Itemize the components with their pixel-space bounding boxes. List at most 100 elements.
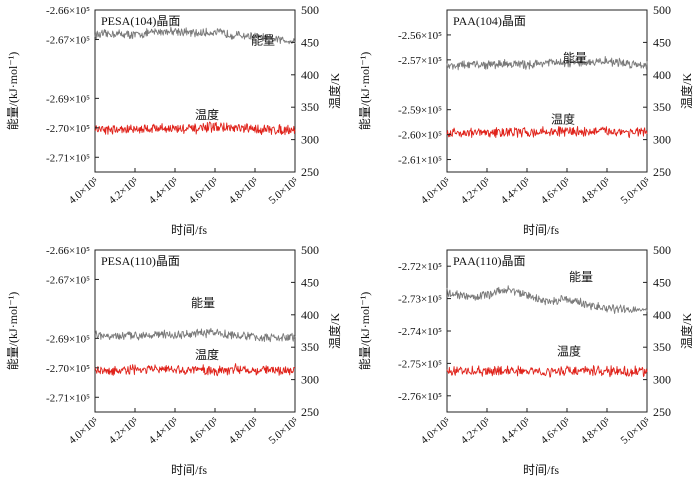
y-tick-label-left: -2.69×10⁵ xyxy=(46,333,90,345)
x-tick-label: 5.0×10⁵ xyxy=(267,415,301,447)
y-axis-title-left: 能量/(kJ·mol⁻¹) xyxy=(358,292,372,371)
y-tick-label-left: -2.69×10⁵ xyxy=(46,93,90,105)
chart-panel-1: -2.66×10⁵ -2.67×10⁵ -2.69×10⁵ -2.70×10⁵ -2.7… xyxy=(6,3,342,237)
x-tick-label: 5.0×10⁵ xyxy=(267,175,301,207)
x-tick-label: 4.8×10⁵ xyxy=(227,175,261,207)
y-tick-label-right: 450 xyxy=(301,275,319,289)
y-tick-label-left: -2.56×10⁵ xyxy=(398,30,442,42)
y-axis-title-right: 温度/K xyxy=(679,313,694,349)
series-line-energy xyxy=(446,285,648,314)
x-tick-label: 4.0×10⁵ xyxy=(419,415,453,447)
y-tick-label-left: -2.70×10⁵ xyxy=(46,363,90,375)
x-tick-label: 4.4×10⁵ xyxy=(499,415,533,447)
x-axis-title: 时间/fs xyxy=(523,463,559,477)
series-line-temperature xyxy=(446,365,648,378)
y-tick-label-left: -2.76×10⁵ xyxy=(398,391,442,403)
series-line-temperature xyxy=(94,363,296,377)
series-line-energy xyxy=(446,55,648,71)
x-tick-label: 4.0×10⁵ xyxy=(419,175,453,207)
y-tick-label-right: 400 xyxy=(301,68,319,82)
x-tick-label: 4.2×10⁵ xyxy=(459,175,493,207)
x-tick-label: 4.4×10⁵ xyxy=(499,175,533,207)
series-line-energy xyxy=(94,26,296,45)
x-axis-title: 时间/fs xyxy=(171,463,207,477)
y-tick-label-left: -2.61×10⁵ xyxy=(398,155,442,167)
y-axis-title-right: 温度/K xyxy=(327,313,342,349)
y-tick-label-right: 400 xyxy=(301,308,319,322)
panel-title: PAA(104)晶面 xyxy=(453,14,526,28)
y-tick-label-left: -2.66×10⁵ xyxy=(46,5,90,17)
x-tick-label: 4.4×10⁵ xyxy=(147,175,181,207)
y-tick-label-right: 300 xyxy=(653,133,671,147)
series-line-energy xyxy=(94,327,296,343)
y-tick-label-right: 400 xyxy=(653,68,671,82)
series-annotation-energy: 能量 xyxy=(251,33,275,47)
series-annotation-energy: 能量 xyxy=(569,270,593,284)
series-annotation-energy: 能量 xyxy=(191,296,215,310)
x-tick-label: 4.6×10⁵ xyxy=(539,415,573,447)
series-line-temperature xyxy=(94,121,296,136)
y-tick-label-right: 250 xyxy=(301,405,319,419)
series-annotation-temperature: 温度 xyxy=(195,347,219,362)
panels: -2.66×10⁵ -2.67×10⁵ -2.69×10⁵ -2.70×10⁵ -2.7… xyxy=(6,3,694,477)
panel-title: PESA(104)晶面 xyxy=(101,14,180,28)
x-tick-label: 4.8×10⁵ xyxy=(579,175,613,207)
y-tick-label-right: 450 xyxy=(653,35,671,49)
y-tick-label-left: -2.75×10⁵ xyxy=(398,358,442,370)
y-tick-label-right: 450 xyxy=(653,275,671,289)
x-tick-label: 4.6×10⁵ xyxy=(187,175,221,207)
x-tick-label: 4.8×10⁵ xyxy=(227,415,261,447)
series-annotation-temperature: 温度 xyxy=(557,344,581,359)
y-tick-label-right: 300 xyxy=(301,133,319,147)
x-tick-label: 4.0×10⁵ xyxy=(67,175,101,207)
y-tick-label-right: 500 xyxy=(301,243,319,257)
x-axis-title: 时间/fs xyxy=(171,223,207,237)
y-tick-label-left: -2.60×10⁵ xyxy=(398,130,442,142)
y-tick-label-left: -2.57×10⁵ xyxy=(398,55,442,67)
x-tick-label: 4.2×10⁵ xyxy=(107,415,141,447)
y-tick-label-left: -2.72×10⁵ xyxy=(398,261,442,273)
y-tick-label-left: -2.74×10⁵ xyxy=(398,326,442,338)
chart-panel-2: -2.56×10⁵ -2.57×10⁵ -2.59×10⁵ -2.60×10⁵ -2.6… xyxy=(358,3,694,237)
plot-frame xyxy=(94,9,296,173)
y-tick-label-right: 500 xyxy=(301,3,319,17)
plot-frame xyxy=(446,9,648,173)
y-tick-label-right: 300 xyxy=(653,373,671,387)
y-tick-label-right: 350 xyxy=(301,100,319,114)
y-axis-title-left: 能量/(kJ·mol⁻¹) xyxy=(358,52,372,131)
series-annotation-energy: 能量 xyxy=(563,51,587,65)
y-tick-label-left: -2.73×10⁵ xyxy=(398,294,442,306)
y-tick-label-left: -2.67×10⁵ xyxy=(46,34,90,46)
y-tick-label-left: -2.70×10⁵ xyxy=(46,123,90,135)
y-tick-label-right: 350 xyxy=(301,340,319,354)
y-tick-label-right: 250 xyxy=(653,405,671,419)
y-axis-title-left: 能量/(kJ·mol⁻¹) xyxy=(6,292,20,371)
x-tick-label: 4.2×10⁵ xyxy=(459,415,493,447)
y-tick-label-left: -2.59×10⁵ xyxy=(398,105,442,117)
y-tick-label-left: -2.67×10⁵ xyxy=(46,274,90,286)
y-tick-label-right: 350 xyxy=(653,100,671,114)
x-tick-label: 4.6×10⁵ xyxy=(187,415,221,447)
chart-panel-4: -2.72×10⁵ -2.73×10⁵ -2.74×10⁵ -2.75×10⁵ -2.7… xyxy=(358,243,694,477)
y-tick-label-right: 250 xyxy=(301,165,319,179)
y-tick-label-right: 500 xyxy=(653,3,671,17)
y-tick-label-left: -2.71×10⁵ xyxy=(46,152,90,164)
x-tick-label: 4.2×10⁵ xyxy=(107,175,141,207)
y-tick-label-right: 450 xyxy=(301,35,319,49)
y-tick-label-left: -2.71×10⁵ xyxy=(46,392,90,404)
x-tick-label: 5.0×10⁵ xyxy=(619,415,653,447)
y-tick-label-left: -2.66×10⁵ xyxy=(46,245,90,257)
series-line-temperature xyxy=(446,125,648,139)
y-tick-label-right: 250 xyxy=(653,165,671,179)
series-annotation-temperature: 温度 xyxy=(195,107,219,122)
y-tick-label-right: 350 xyxy=(653,340,671,354)
plot-frame xyxy=(94,249,296,413)
y-tick-label-right: 500 xyxy=(653,243,671,257)
panel-title: PESA(110)晶面 xyxy=(101,254,180,268)
y-tick-label-right: 400 xyxy=(653,308,671,322)
plot-frame xyxy=(446,249,648,413)
x-axis-title: 时间/fs xyxy=(523,223,559,237)
chart-panel-3: -2.66×10⁵ -2.67×10⁵ -2.69×10⁵ -2.70×10⁵ -2.7… xyxy=(6,243,342,477)
x-tick-label: 4.6×10⁵ xyxy=(539,175,573,207)
